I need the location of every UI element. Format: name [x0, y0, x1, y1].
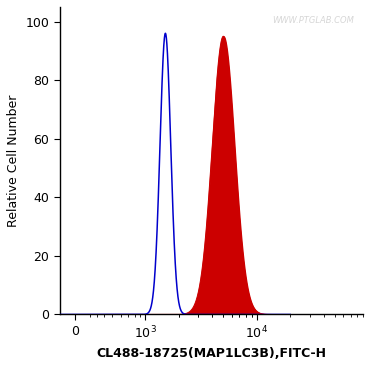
Text: WWW.PTGLAB.COM: WWW.PTGLAB.COM	[272, 16, 354, 25]
X-axis label: CL488-18725(MAP1LC3B),FITC-H: CL488-18725(MAP1LC3B),FITC-H	[97, 347, 326, 360]
Y-axis label: Relative Cell Number: Relative Cell Number	[7, 95, 20, 227]
